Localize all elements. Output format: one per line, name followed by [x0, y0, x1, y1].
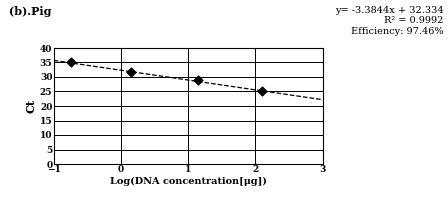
Point [258, 89, 266, 93]
Point [194, 79, 202, 82]
Point [67, 60, 74, 64]
Point [128, 70, 135, 73]
Text: (b).Pig: (b).Pig [9, 6, 52, 17]
Y-axis label: Ct: Ct [26, 99, 37, 113]
X-axis label: Log(DNA concentration[μg]): Log(DNA concentration[μg]) [110, 177, 267, 186]
Text: y= -3.3844x + 32.334
R² = 0.9992
Efficiency: 97.46%: y= -3.3844x + 32.334 R² = 0.9992 Efficie… [335, 6, 444, 36]
